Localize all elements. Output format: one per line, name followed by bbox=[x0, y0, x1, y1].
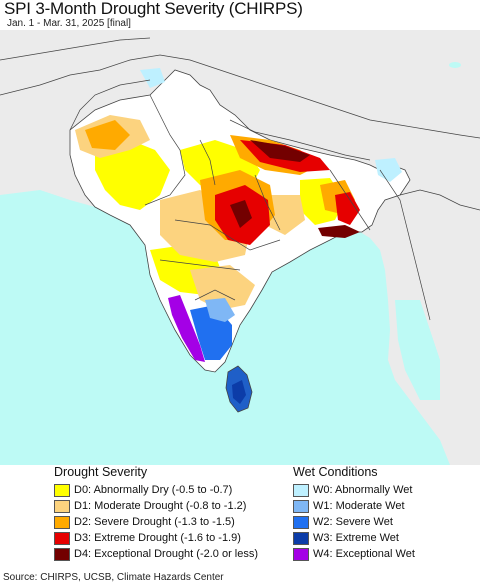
legend-item-d0: D0: Abnormally Dry (-0.5 to -0.7) bbox=[54, 482, 232, 498]
d1-deccan bbox=[190, 265, 255, 310]
legend-item-d1: D1: Moderate Drought (-0.8 to -1.2) bbox=[54, 498, 246, 514]
source-credit: Source: CHIRPS, UCSB, Climate Hazards Ce… bbox=[3, 572, 224, 583]
swatch-d0 bbox=[54, 483, 70, 497]
legend-item-w2: W2: Severe Wet bbox=[293, 514, 393, 530]
legend-label-w4: W4: Exceptional Wet bbox=[313, 548, 415, 560]
andaman-sea bbox=[395, 300, 440, 400]
legend-label-d1: D1: Moderate Drought (-0.8 to -1.2) bbox=[74, 500, 247, 512]
drought-map bbox=[0, 30, 480, 465]
legend-label-d4: D4: Exceptional Drought (-2.0 or less) bbox=[74, 548, 259, 560]
swatch-d4 bbox=[54, 547, 70, 561]
drought-legend-heading: Drought Severity bbox=[54, 465, 148, 479]
d0-west bbox=[95, 140, 170, 210]
d4-nepal bbox=[250, 140, 310, 162]
legend-item-d4: D4: Exceptional Drought (-2.0 or less) bbox=[54, 546, 258, 562]
legend-item-w4: W4: Exceptional Wet bbox=[293, 546, 415, 562]
d2-north-pakistan bbox=[85, 120, 130, 150]
swatch-d1 bbox=[54, 499, 70, 513]
lake-shape bbox=[449, 62, 461, 68]
legend-item-w3: W3: Extreme Wet bbox=[293, 530, 399, 546]
d4-central bbox=[230, 200, 252, 228]
swatch-d2 bbox=[54, 515, 70, 529]
legend-label-d2: D2: Severe Drought (-1.3 to -1.5) bbox=[74, 516, 235, 528]
swatch-w3 bbox=[293, 531, 309, 545]
swatch-w2 bbox=[293, 515, 309, 529]
legend-label-w3: W3: Extreme Wet bbox=[313, 532, 399, 544]
legend-item-d2: D2: Severe Drought (-1.3 to -1.5) bbox=[54, 514, 235, 530]
ocean-region bbox=[0, 190, 450, 465]
d1-east bbox=[265, 195, 305, 235]
w4-kerala bbox=[168, 295, 205, 362]
w0-north-east bbox=[375, 158, 402, 182]
legend-label-w2: W2: Severe Wet bbox=[313, 516, 393, 528]
w1-south bbox=[205, 298, 235, 322]
d3-bangladesh bbox=[335, 192, 360, 225]
legend-item-w1: W1: Moderate Wet bbox=[293, 498, 405, 514]
map-title: SPI 3-Month Drought Severity (CHIRPS) bbox=[4, 0, 303, 18]
sri-lanka-core bbox=[232, 380, 246, 404]
legend-item-d3: D3: Extreme Drought (-1.6 to -1.9) bbox=[54, 530, 241, 546]
legend-label-d0: D0: Abnormally Dry (-0.5 to -0.7) bbox=[74, 484, 233, 496]
map-canvas bbox=[0, 30, 480, 465]
border-lines bbox=[0, 37, 480, 321]
swatch-w4 bbox=[293, 547, 309, 561]
legend: Drought Severity Wet Conditions D0: Abno… bbox=[0, 465, 480, 570]
swatch-d3 bbox=[54, 531, 70, 545]
d4-east-coast bbox=[318, 225, 360, 238]
legend-label-w0: W0: Abnormally Wet bbox=[313, 484, 413, 496]
legend-item-w0: W0: Abnormally Wet bbox=[293, 482, 412, 498]
w0-northwest bbox=[140, 68, 165, 88]
swatch-w1 bbox=[293, 499, 309, 513]
wet-legend-heading: Wet Conditions bbox=[293, 465, 378, 479]
map-subtitle: Jan. 1 - Mar. 31, 2025 [final] bbox=[7, 18, 131, 29]
swatch-w0 bbox=[293, 483, 309, 497]
legend-label-d3: D3: Extreme Drought (-1.6 to -1.9) bbox=[74, 532, 241, 544]
legend-label-w1: W1: Moderate Wet bbox=[313, 500, 405, 512]
